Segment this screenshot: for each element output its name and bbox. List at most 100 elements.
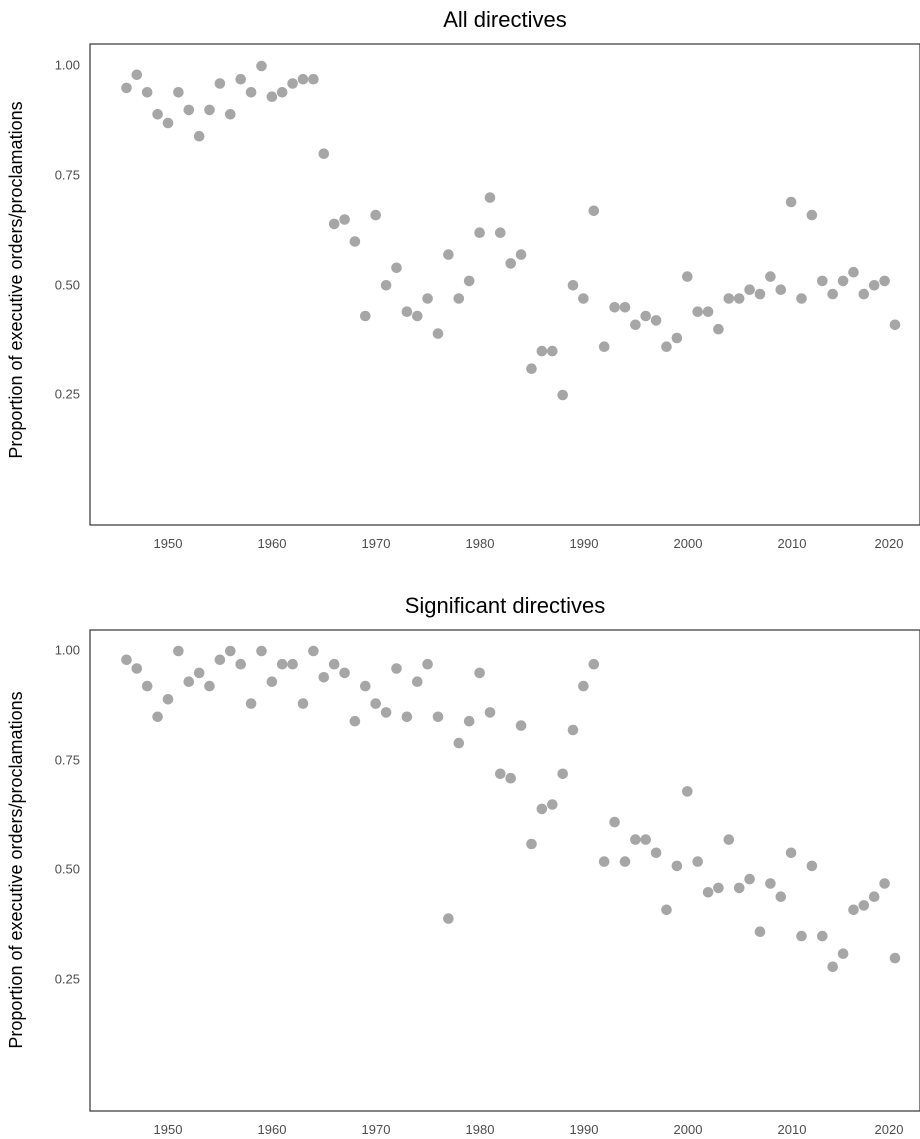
data-point <box>713 323 724 335</box>
data-point <box>661 341 672 353</box>
data-point <box>152 109 163 120</box>
chart-title: All directives <box>443 7 566 32</box>
data-point <box>640 310 651 322</box>
data-point <box>567 280 579 291</box>
data-point <box>682 786 693 797</box>
data-point <box>193 130 205 142</box>
data-point <box>370 209 382 221</box>
data-point <box>889 952 901 964</box>
data-point <box>796 930 807 942</box>
chart-title: Significant directives <box>405 593 606 618</box>
x-tick-label: 1990 <box>570 1122 599 1137</box>
panel-all-directives: All directives Proportion of executive o… <box>6 7 920 551</box>
data-point <box>536 345 548 357</box>
data-point <box>557 389 568 401</box>
plot-frame <box>89 629 920 1112</box>
scatter-points <box>121 60 901 401</box>
x-tick-label: 2010 <box>778 536 807 551</box>
data-point <box>412 676 423 687</box>
data-point <box>183 676 195 687</box>
x-tick-label: 2000 <box>674 1122 703 1137</box>
data-point <box>817 275 828 287</box>
data-point <box>858 900 870 911</box>
x-tick-label: 1980 <box>466 1122 495 1137</box>
data-point <box>598 341 610 353</box>
x-tick-label: 2010 <box>778 1122 807 1137</box>
data-point <box>661 904 672 916</box>
data-point <box>204 104 215 116</box>
data-point <box>744 284 755 296</box>
data-point <box>879 878 890 889</box>
data-point <box>630 319 641 331</box>
data-point <box>131 69 143 81</box>
data-point <box>723 293 735 304</box>
data-point <box>557 768 568 780</box>
data-point <box>349 236 361 247</box>
data-point <box>276 658 288 670</box>
data-point <box>484 192 496 203</box>
x-tick-label: 2000 <box>674 536 703 551</box>
data-point <box>547 799 558 810</box>
x-tick-labels: 1950 1960 1970 1980 1990 2000 2010 2020 <box>154 536 904 551</box>
data-point <box>765 271 776 282</box>
data-point <box>515 720 527 731</box>
data-point <box>162 117 174 129</box>
data-point <box>214 654 226 666</box>
data-point <box>235 73 246 85</box>
x-tick-label: 1960 <box>258 536 287 551</box>
panel-significant-directives: Significant directives Proportion of exe… <box>6 593 920 1137</box>
data-point <box>380 280 392 291</box>
y-tick-labels: 0.25 0.50 0.75 1.00 <box>55 642 80 986</box>
data-point <box>578 293 589 304</box>
data-point <box>328 658 340 670</box>
data-point <box>827 288 838 300</box>
data-point <box>775 284 787 296</box>
data-point <box>495 227 506 238</box>
x-tick-label: 2020 <box>875 536 904 551</box>
data-point <box>121 654 132 666</box>
data-point <box>339 667 350 679</box>
y-axis-label: Proportion of executive orders/proclamat… <box>6 101 26 458</box>
x-tick-label: 1960 <box>258 1122 287 1137</box>
data-point <box>276 87 288 98</box>
data-point <box>827 961 838 973</box>
data-point <box>297 698 309 709</box>
data-point <box>308 645 319 657</box>
data-point <box>443 249 454 260</box>
y-tick-label: 0.75 <box>55 167 80 182</box>
data-point <box>152 711 163 723</box>
data-point <box>328 218 340 230</box>
plot-frame <box>89 43 920 526</box>
data-point <box>879 275 890 287</box>
data-point <box>287 78 298 89</box>
data-point <box>536 803 548 815</box>
data-point <box>692 306 703 318</box>
data-point <box>235 658 246 670</box>
data-point <box>432 328 444 339</box>
data-point <box>567 724 579 736</box>
data-point <box>266 91 278 102</box>
data-point <box>619 302 631 313</box>
data-point <box>401 306 413 318</box>
data-point <box>401 711 413 723</box>
data-point <box>619 856 631 867</box>
data-point <box>141 680 153 692</box>
data-point <box>588 658 600 670</box>
data-point <box>474 667 485 679</box>
data-point <box>630 834 641 845</box>
data-point <box>463 275 475 287</box>
data-point <box>463 715 475 727</box>
data-point <box>121 82 132 94</box>
data-point <box>245 87 257 98</box>
data-point <box>266 676 278 687</box>
data-point <box>837 275 849 287</box>
data-point <box>682 271 693 282</box>
data-point <box>422 658 433 670</box>
data-point <box>817 930 828 942</box>
x-tick-label: 1980 <box>466 536 495 551</box>
data-point <box>837 948 849 959</box>
data-point <box>204 680 215 692</box>
x-tick-labels: 1950 1960 1970 1980 1990 2000 2010 2020 <box>154 1122 904 1137</box>
data-point <box>505 258 516 269</box>
data-point <box>806 860 818 872</box>
